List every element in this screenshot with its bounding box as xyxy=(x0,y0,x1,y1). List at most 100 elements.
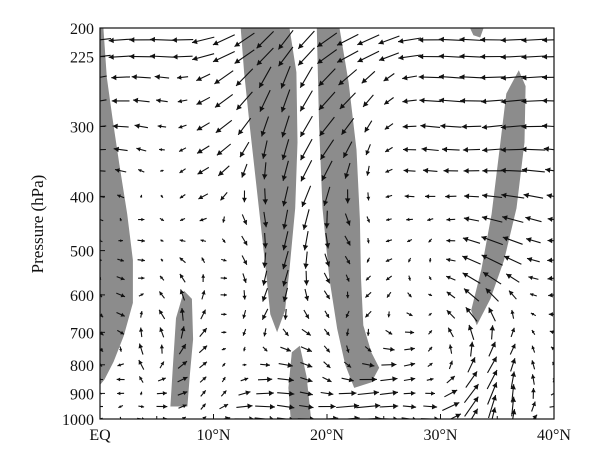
wind-vector xyxy=(502,236,523,245)
wind-vector xyxy=(521,167,545,173)
wind-vector xyxy=(402,98,417,104)
wind-vector xyxy=(427,346,433,352)
wind-vector xyxy=(341,415,360,419)
wind-vector xyxy=(156,391,167,396)
wind-vector xyxy=(221,362,226,367)
wind-vector xyxy=(379,403,399,410)
wind-vector xyxy=(112,123,129,130)
wind-vector xyxy=(116,194,125,199)
wind-vector xyxy=(200,239,207,243)
wind-vector xyxy=(425,194,436,199)
wind-vector xyxy=(500,98,525,105)
wind-vector xyxy=(277,391,295,397)
wind-vector xyxy=(239,141,250,158)
wind-vector xyxy=(482,147,502,153)
wind-vector xyxy=(482,193,503,199)
wind-vector xyxy=(428,257,432,263)
wind-vector xyxy=(378,35,400,45)
wind-vector xyxy=(177,391,188,396)
wind-vector xyxy=(137,168,145,173)
wind-vector xyxy=(404,194,415,199)
wind-vector xyxy=(178,147,187,152)
wind-vector xyxy=(481,235,503,246)
wind-vector xyxy=(299,66,313,88)
wind-vector xyxy=(176,75,189,80)
wind-vector xyxy=(160,194,164,199)
wind-vector xyxy=(157,377,166,382)
wind-vector xyxy=(116,311,126,317)
wind-vector xyxy=(280,65,291,89)
wind-vector xyxy=(214,70,234,85)
wind-vector xyxy=(402,404,417,410)
wind-vector xyxy=(438,36,463,43)
wind-vector xyxy=(357,34,380,46)
wind-vector xyxy=(323,272,331,284)
wind-vector xyxy=(117,363,124,367)
wind-vector xyxy=(402,147,417,153)
x-tick-label: EQ xyxy=(89,427,111,444)
wind-vector xyxy=(262,211,269,228)
wind-vector xyxy=(238,390,251,396)
wind-vector xyxy=(364,120,373,133)
wind-vector xyxy=(261,288,269,302)
wind-vector xyxy=(117,329,125,335)
wind-vector xyxy=(241,235,248,246)
wind-vector xyxy=(324,210,330,229)
wind-vector xyxy=(260,116,270,137)
wind-vector xyxy=(548,292,554,298)
wind-vector xyxy=(242,273,247,284)
wind-vector xyxy=(262,188,268,205)
wind-vector xyxy=(259,89,271,112)
wind-vector xyxy=(100,195,105,198)
wind-vector xyxy=(362,362,375,368)
wind-vector xyxy=(440,123,462,129)
wind-vector xyxy=(177,376,188,383)
wind-vector xyxy=(357,390,379,396)
wind-vector xyxy=(100,38,112,41)
wind-vector xyxy=(197,166,210,175)
wind-vector xyxy=(323,328,331,337)
wind-vector xyxy=(303,251,309,269)
wind-vector xyxy=(500,167,525,174)
wind-vector xyxy=(365,165,371,176)
wind-vector xyxy=(505,273,520,283)
y-axis: 200 225 300 400 500 600 700 800 900 1000 xyxy=(62,21,105,429)
wind-vector xyxy=(196,96,211,105)
wind-vector xyxy=(480,53,505,60)
wind-vector xyxy=(319,139,335,160)
wind-vector xyxy=(343,361,352,368)
wind-vector xyxy=(200,309,206,320)
wind-vector xyxy=(384,123,394,130)
wind-vector xyxy=(116,292,126,298)
wind-vector xyxy=(398,37,422,44)
wind-vector xyxy=(108,37,133,44)
wind-vector xyxy=(221,238,226,244)
wind-vector xyxy=(262,252,268,268)
wind-vector xyxy=(297,47,315,66)
wind-vector xyxy=(178,343,187,355)
wind-vector xyxy=(134,123,148,129)
wind-vector xyxy=(345,274,350,282)
wind-vector xyxy=(462,236,481,244)
wind-vector xyxy=(199,361,208,369)
y-tick-label: 800 xyxy=(70,358,94,375)
wind-vector xyxy=(379,390,399,396)
wind-vector xyxy=(408,257,412,263)
wind-vector xyxy=(261,308,269,321)
wind-vector xyxy=(443,168,459,174)
wind-vector xyxy=(212,51,235,63)
wind-vector xyxy=(100,54,111,58)
wind-vector xyxy=(500,124,525,130)
wind-vector xyxy=(463,216,480,222)
wind-vector xyxy=(281,186,289,207)
wind-vector xyxy=(525,216,542,223)
wind-vector xyxy=(521,98,546,104)
wind-vector xyxy=(365,291,372,298)
wind-vector xyxy=(221,330,227,334)
wind-vector xyxy=(384,146,393,153)
wind-vector xyxy=(426,377,434,382)
wind-vector xyxy=(345,310,350,318)
wind-vector xyxy=(282,209,289,230)
wind-vector xyxy=(428,330,433,335)
wind-vector xyxy=(100,170,106,172)
